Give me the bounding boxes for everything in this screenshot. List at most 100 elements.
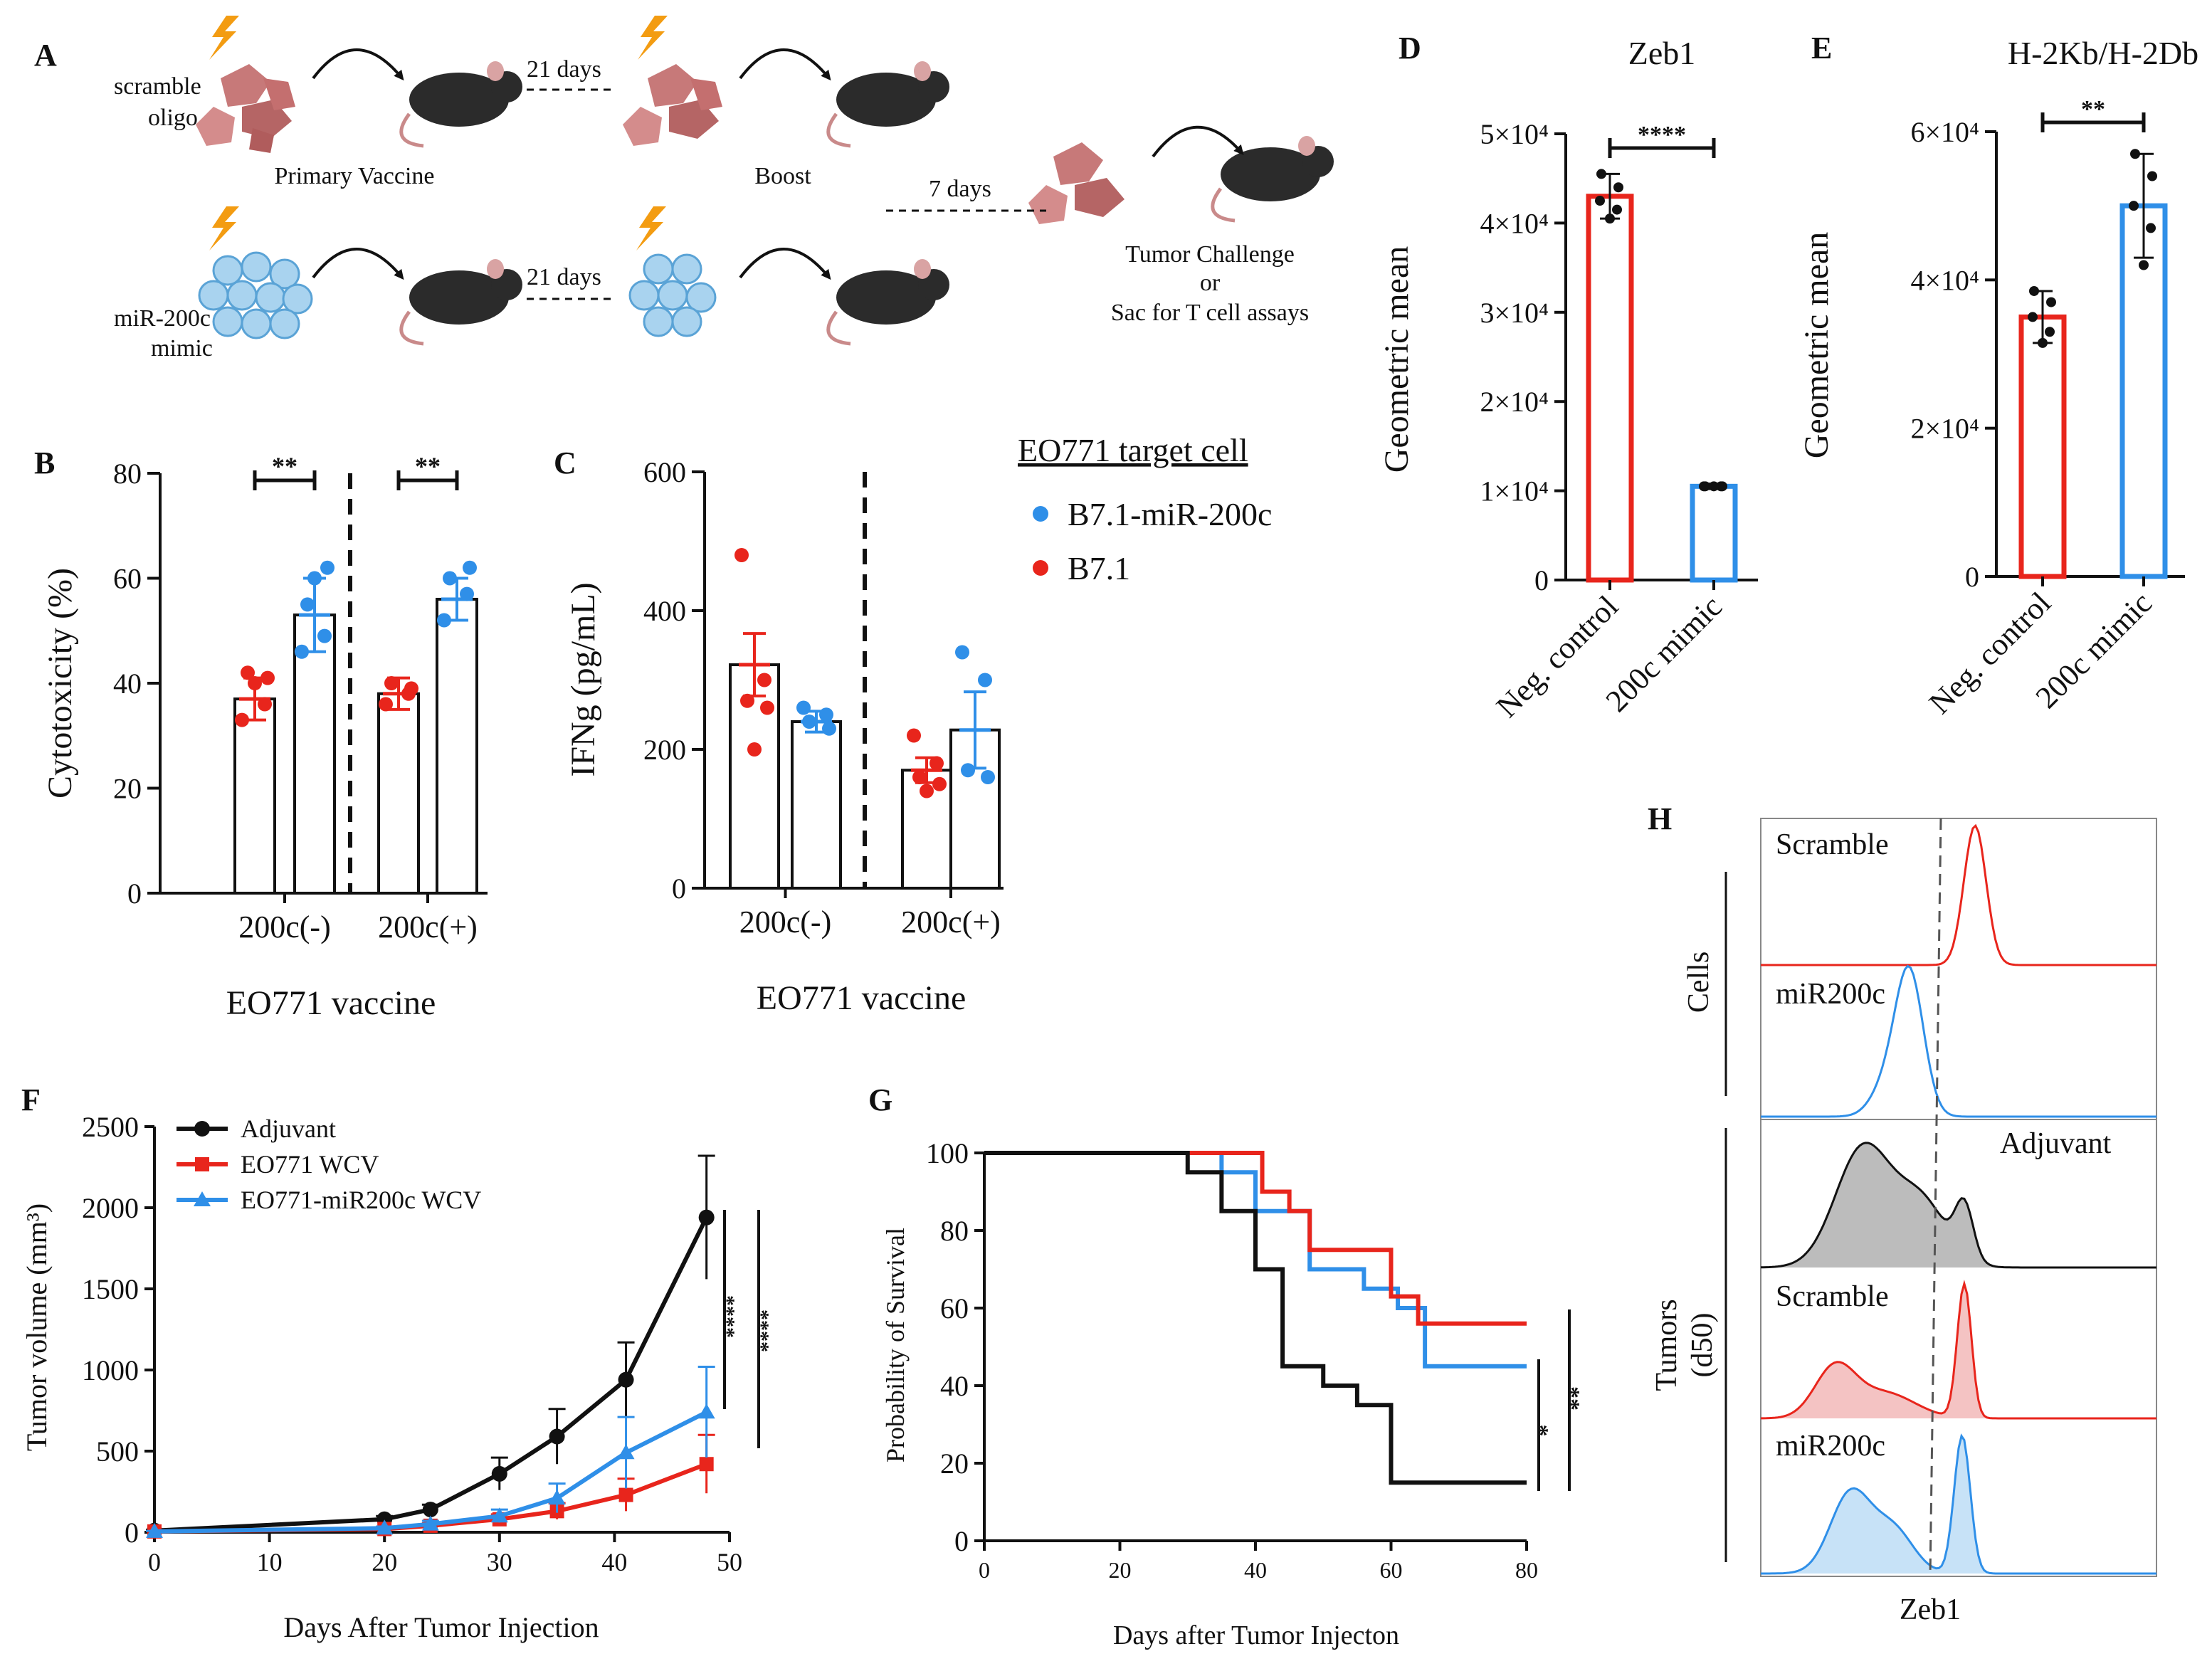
panel-label-h: H — [1648, 801, 1672, 836]
data-point — [404, 681, 418, 696]
y-tick-label: 80 — [113, 458, 142, 490]
legend-marker — [194, 1191, 211, 1206]
y-tick-label: 0 — [127, 877, 142, 910]
bar — [377, 692, 420, 895]
interval-21-days-top: 21 days — [527, 56, 601, 83]
y-tick-label: 2×10⁴ — [1480, 386, 1549, 418]
threshold-line — [1929, 818, 1942, 1577]
y-tick-label: 200 — [643, 734, 686, 766]
chart-h-histograms: Scramble miR200c Adjuvant Scramble miR200c Ce… — [1650, 818, 2157, 1626]
data-point — [618, 1487, 633, 1502]
y-tick-label: 100 — [926, 1137, 969, 1169]
oligo-label: oligo — [148, 105, 198, 131]
data-point — [978, 673, 992, 687]
data-point — [2045, 327, 2055, 337]
y-tick-label: 60 — [940, 1292, 969, 1324]
lightning-icon — [636, 206, 666, 251]
data-point — [981, 770, 995, 784]
data-point — [699, 1457, 714, 1472]
data-point — [295, 644, 309, 659]
y-tick-label: 600 — [643, 456, 686, 488]
data-point — [618, 1371, 634, 1388]
chart-c-ifng: 0 200 400 600 200c(-) 200c(+) IFNg (pg/mL) EO77… — [564, 456, 1004, 1017]
y-axis-title: IFNg (pg/mL) — [564, 582, 602, 776]
y-tick-label: 1×10⁴ — [1480, 475, 1549, 507]
data-point — [757, 673, 771, 687]
tumor-cells-icon — [196, 64, 295, 153]
arrow-icon — [1152, 125, 1244, 158]
data-point — [548, 1490, 566, 1505]
data-point — [2129, 201, 2139, 211]
lightning-icon — [209, 16, 239, 60]
panel-label-a: A — [34, 38, 57, 73]
x-tick-label: Neg. control — [1490, 589, 1625, 724]
outcome-label-3: Sac for T cell assays — [1111, 300, 1309, 326]
x-tick-label: 200c(+) — [901, 905, 1001, 939]
y-tick-label: 0 — [1965, 561, 1979, 593]
data-point — [796, 700, 811, 715]
data-point — [912, 770, 927, 784]
significance-label: ** — [272, 452, 297, 480]
y-tick-label: 4×10⁴ — [1480, 207, 1549, 239]
bar — [233, 697, 276, 895]
chart-f-tumor-volume: 0 500 1000 1500 2000 2500 0 10 20 30 40 50 Adjuvant E… — [21, 1111, 779, 1643]
cell-cluster-icon — [628, 253, 717, 337]
boost-label: Boost — [754, 163, 811, 189]
data-point — [747, 742, 762, 757]
lightning-icon — [638, 16, 668, 60]
data-point — [422, 1502, 438, 1518]
x-axis-title: EO771 vaccine — [226, 984, 436, 1022]
panel-label-e: E — [1811, 31, 1832, 65]
y-axis-title: Cytotoxicity (%) — [41, 568, 79, 799]
y-axis-title: Tumor volume (mm³) — [21, 1203, 53, 1451]
histogram-row-label: Scramble — [1776, 828, 1889, 861]
x-tick-label: 40 — [601, 1548, 627, 1576]
data-point — [1612, 204, 1622, 215]
data-point — [491, 1465, 507, 1482]
outcome-label-1: Tumor Challenge — [1125, 241, 1295, 268]
data-point — [490, 1507, 508, 1523]
data-point — [2147, 171, 2157, 181]
y-tick-label: 2×10⁴ — [1910, 413, 1979, 445]
data-point — [802, 715, 816, 729]
y-tick-label: 1000 — [82, 1354, 139, 1386]
bar — [791, 720, 842, 890]
y-tick-label: 20 — [940, 1448, 969, 1480]
histogram-fill — [1761, 1142, 2156, 1267]
mouse-icon — [399, 61, 522, 148]
scramble-label: scramble — [114, 73, 201, 100]
data-point — [740, 693, 754, 708]
significance-label: ** — [2081, 96, 2105, 122]
legend-dot-red — [1033, 560, 1048, 576]
legend-marker — [195, 1157, 209, 1171]
x-tick-label: 200c(-) — [238, 910, 331, 944]
mimic-label-1: miR-200c — [114, 305, 211, 332]
data-point — [241, 665, 255, 680]
x-tick-label: 200c(-) — [739, 905, 832, 939]
significance-label: **** — [722, 1295, 745, 1338]
data-point — [955, 645, 969, 660]
legend-target-cell: EO771 target cell B7.1-miR-200c B7.1 — [1018, 432, 1272, 586]
data-point — [1716, 481, 1726, 492]
data-point — [697, 1403, 715, 1419]
data-point — [320, 560, 335, 575]
x-axis-title: EO771 vaccine — [757, 979, 967, 1017]
histogram-row-label: Scramble — [1776, 1280, 1889, 1313]
outcome-label-2: or — [1200, 270, 1221, 296]
panel-label-b: B — [34, 446, 55, 480]
y-tick-label: 2500 — [82, 1111, 139, 1143]
histogram-curve — [1761, 823, 2156, 966]
mouse-icon — [1211, 136, 1334, 223]
survival-curve — [984, 1151, 1527, 1326]
chart-title: H-2Kb/H-2Db — [2008, 35, 2198, 71]
group-label-cells: Cells — [1682, 952, 1715, 1013]
legend-label: EO771 WCV — [241, 1150, 379, 1179]
histogram-fill — [1761, 1283, 2156, 1418]
x-tick-label: 10 — [257, 1548, 283, 1576]
data-point — [443, 571, 457, 586]
x-tick-label: 200c(+) — [378, 910, 478, 944]
y-tick-label: 60 — [113, 563, 142, 595]
y-tick-label: 2000 — [82, 1192, 139, 1224]
